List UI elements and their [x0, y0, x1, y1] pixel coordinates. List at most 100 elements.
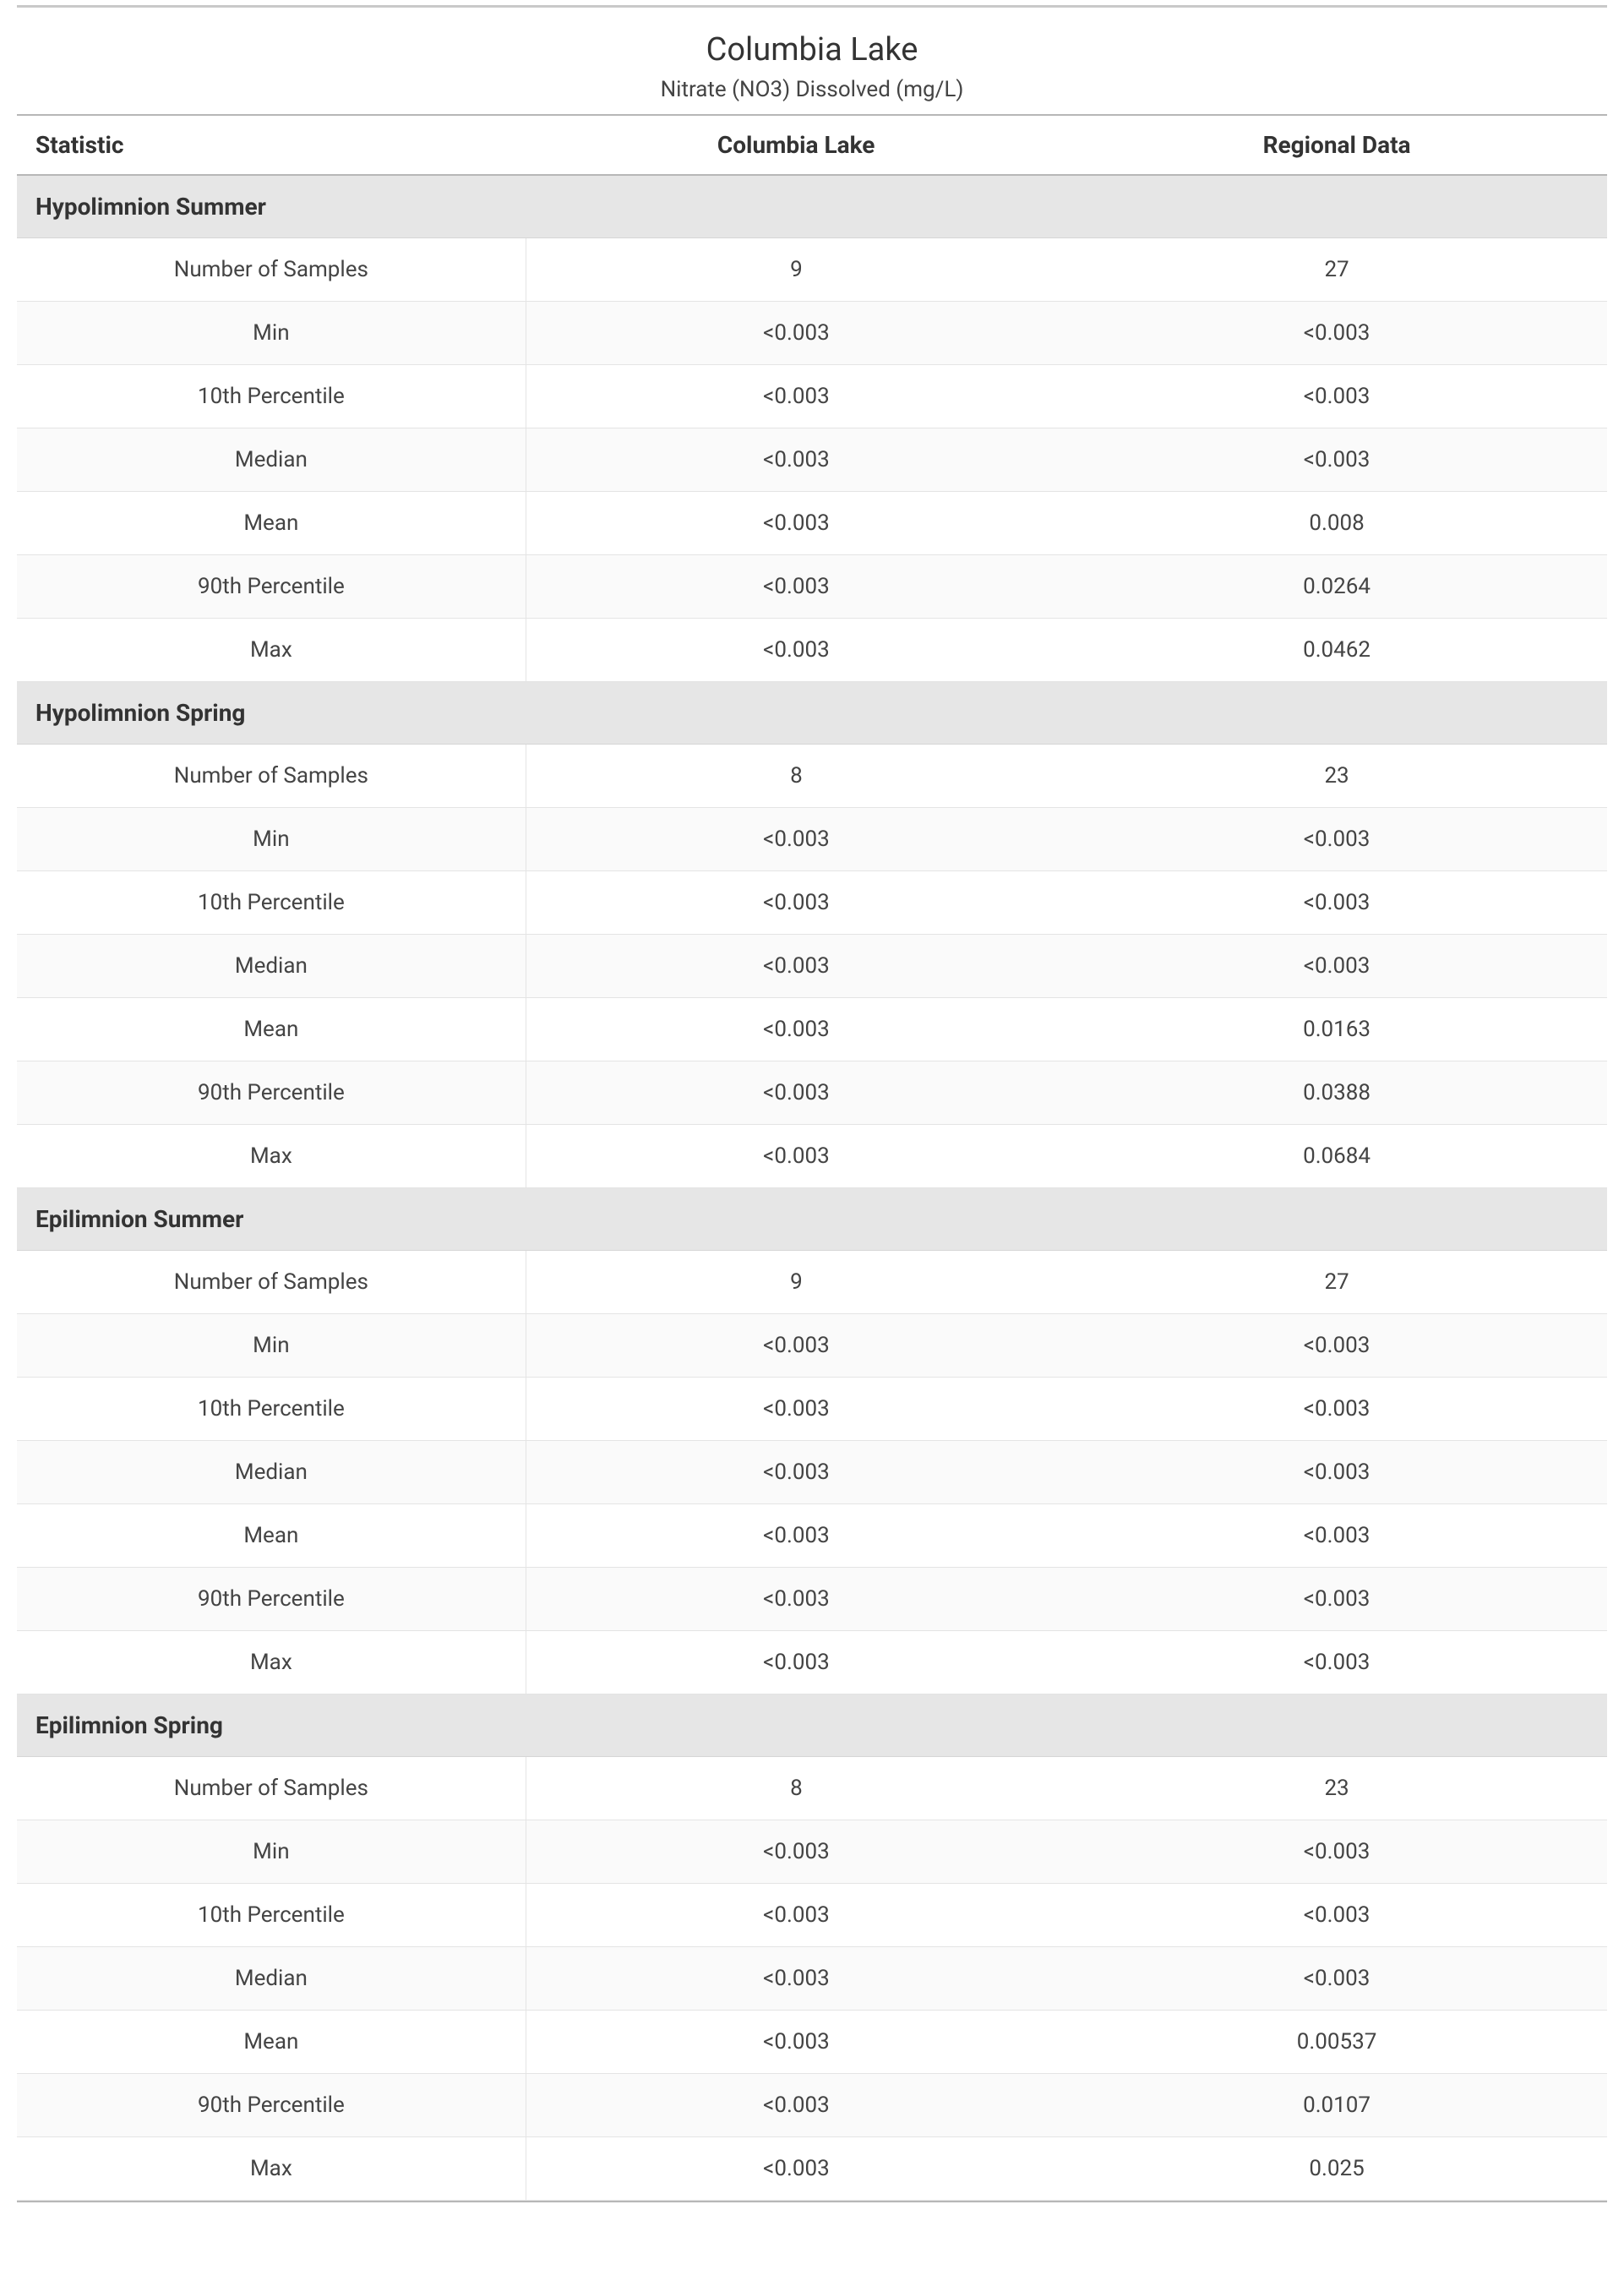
table-row: Number of Samples927: [17, 1251, 1607, 1314]
stat-label: 90th Percentile: [17, 1061, 526, 1125]
stat-label: Number of Samples: [17, 1757, 526, 1820]
lake-value: <0.003: [526, 935, 1066, 998]
lake-value: <0.003: [526, 492, 1066, 555]
stat-label: 90th Percentile: [17, 2074, 526, 2137]
regional-value: 27: [1066, 238, 1607, 302]
regional-value: 0.0107: [1066, 2074, 1607, 2137]
table-row: Max<0.0030.0462: [17, 619, 1607, 682]
bottom-rule: [17, 2201, 1607, 2202]
stats-table: Statistic Columbia Lake Regional Data Hy…: [17, 114, 1607, 2201]
section-header: Hypolimnion Spring: [17, 682, 1607, 745]
regional-value: <0.003: [1066, 871, 1607, 935]
regional-value: <0.003: [1066, 1568, 1607, 1631]
table-row: Mean<0.0030.0163: [17, 998, 1607, 1061]
regional-value: <0.003: [1066, 428, 1607, 492]
table-row: 90th Percentile<0.0030.0264: [17, 555, 1607, 619]
lake-value: <0.003: [526, 1947, 1066, 2011]
lake-value: <0.003: [526, 428, 1066, 492]
stat-label: 90th Percentile: [17, 1568, 526, 1631]
regional-value: <0.003: [1066, 1631, 1607, 1694]
table-row: Min<0.003<0.003: [17, 808, 1607, 871]
stat-label: Number of Samples: [17, 745, 526, 808]
lake-value: <0.003: [526, 302, 1066, 365]
stat-label: Median: [17, 1947, 526, 2011]
table-row: Median<0.003<0.003: [17, 1441, 1607, 1504]
report-page: Columbia Lake Nitrate (NO3) Dissolved (m…: [0, 5, 1624, 2236]
regional-value: 0.025: [1066, 2137, 1607, 2201]
table-row: 10th Percentile<0.003<0.003: [17, 365, 1607, 428]
lake-value: <0.003: [526, 555, 1066, 619]
stat-label: Min: [17, 808, 526, 871]
regional-value: <0.003: [1066, 1314, 1607, 1378]
lake-value: <0.003: [526, 1820, 1066, 1884]
lake-value: <0.003: [526, 1884, 1066, 1947]
table-row: Max<0.003<0.003: [17, 1631, 1607, 1694]
table-row: 10th Percentile<0.003<0.003: [17, 871, 1607, 935]
regional-value: <0.003: [1066, 1504, 1607, 1568]
stat-label: 10th Percentile: [17, 1884, 526, 1947]
regional-value: <0.003: [1066, 302, 1607, 365]
lake-value: 8: [526, 1757, 1066, 1820]
regional-value: 23: [1066, 1757, 1607, 1820]
stat-label: Max: [17, 1125, 526, 1188]
stat-label: Max: [17, 2137, 526, 2201]
stat-label: Mean: [17, 2011, 526, 2074]
col-header-regional: Regional Data: [1066, 115, 1607, 175]
stat-label: Median: [17, 935, 526, 998]
lake-value: <0.003: [526, 365, 1066, 428]
stat-label: 10th Percentile: [17, 365, 526, 428]
table-row: Number of Samples927: [17, 238, 1607, 302]
table-row: Mean<0.003<0.003: [17, 1504, 1607, 1568]
regional-value: 0.0264: [1066, 555, 1607, 619]
stat-label: Number of Samples: [17, 1251, 526, 1314]
regional-value: 0.0684: [1066, 1125, 1607, 1188]
lake-value: <0.003: [526, 1568, 1066, 1631]
lake-value: 9: [526, 1251, 1066, 1314]
stat-label: Median: [17, 428, 526, 492]
stat-label: Number of Samples: [17, 238, 526, 302]
regional-value: 0.00537: [1066, 2011, 1607, 2074]
stat-label: Max: [17, 619, 526, 682]
lake-value: <0.003: [526, 998, 1066, 1061]
regional-value: <0.003: [1066, 1947, 1607, 2011]
stat-label: Median: [17, 1441, 526, 1504]
regional-value: <0.003: [1066, 808, 1607, 871]
table-row: Number of Samples823: [17, 1757, 1607, 1820]
lake-value: <0.003: [526, 808, 1066, 871]
table-row: 10th Percentile<0.003<0.003: [17, 1884, 1607, 1947]
lake-value: <0.003: [526, 1061, 1066, 1125]
stat-label: Max: [17, 1631, 526, 1694]
page-title: Columbia Lake: [17, 8, 1607, 68]
col-header-lake: Columbia Lake: [526, 115, 1066, 175]
regional-value: 23: [1066, 745, 1607, 808]
table-row: 90th Percentile<0.0030.0388: [17, 1061, 1607, 1125]
lake-value: <0.003: [526, 1314, 1066, 1378]
section-header: Hypolimnion Summer: [17, 175, 1607, 238]
lake-value: <0.003: [526, 2137, 1066, 2201]
regional-value: 27: [1066, 1251, 1607, 1314]
table-row: Mean<0.0030.00537: [17, 2011, 1607, 2074]
lake-value: <0.003: [526, 1631, 1066, 1694]
table-row: Median<0.003<0.003: [17, 1947, 1607, 2011]
lake-value: 9: [526, 238, 1066, 302]
lake-value: <0.003: [526, 2074, 1066, 2137]
table-row: Min<0.003<0.003: [17, 1820, 1607, 1884]
table-row: 10th Percentile<0.003<0.003: [17, 1378, 1607, 1441]
section-title: Epilimnion Spring: [17, 1694, 1607, 1757]
lake-value: <0.003: [526, 1125, 1066, 1188]
regional-value: <0.003: [1066, 1378, 1607, 1441]
stat-label: Min: [17, 1820, 526, 1884]
stat-label: 10th Percentile: [17, 871, 526, 935]
lake-value: <0.003: [526, 1504, 1066, 1568]
section-title: Epilimnion Summer: [17, 1188, 1607, 1251]
table-row: Max<0.0030.0684: [17, 1125, 1607, 1188]
table-row: Mean<0.0030.008: [17, 492, 1607, 555]
col-header-statistic: Statistic: [17, 115, 526, 175]
table-body: Hypolimnion SummerNumber of Samples927Mi…: [17, 175, 1607, 2201]
regional-value: <0.003: [1066, 1820, 1607, 1884]
lake-value: <0.003: [526, 1378, 1066, 1441]
table-row: Min<0.003<0.003: [17, 302, 1607, 365]
table-row: Median<0.003<0.003: [17, 935, 1607, 998]
section-title: Hypolimnion Spring: [17, 682, 1607, 745]
stat-label: Mean: [17, 492, 526, 555]
